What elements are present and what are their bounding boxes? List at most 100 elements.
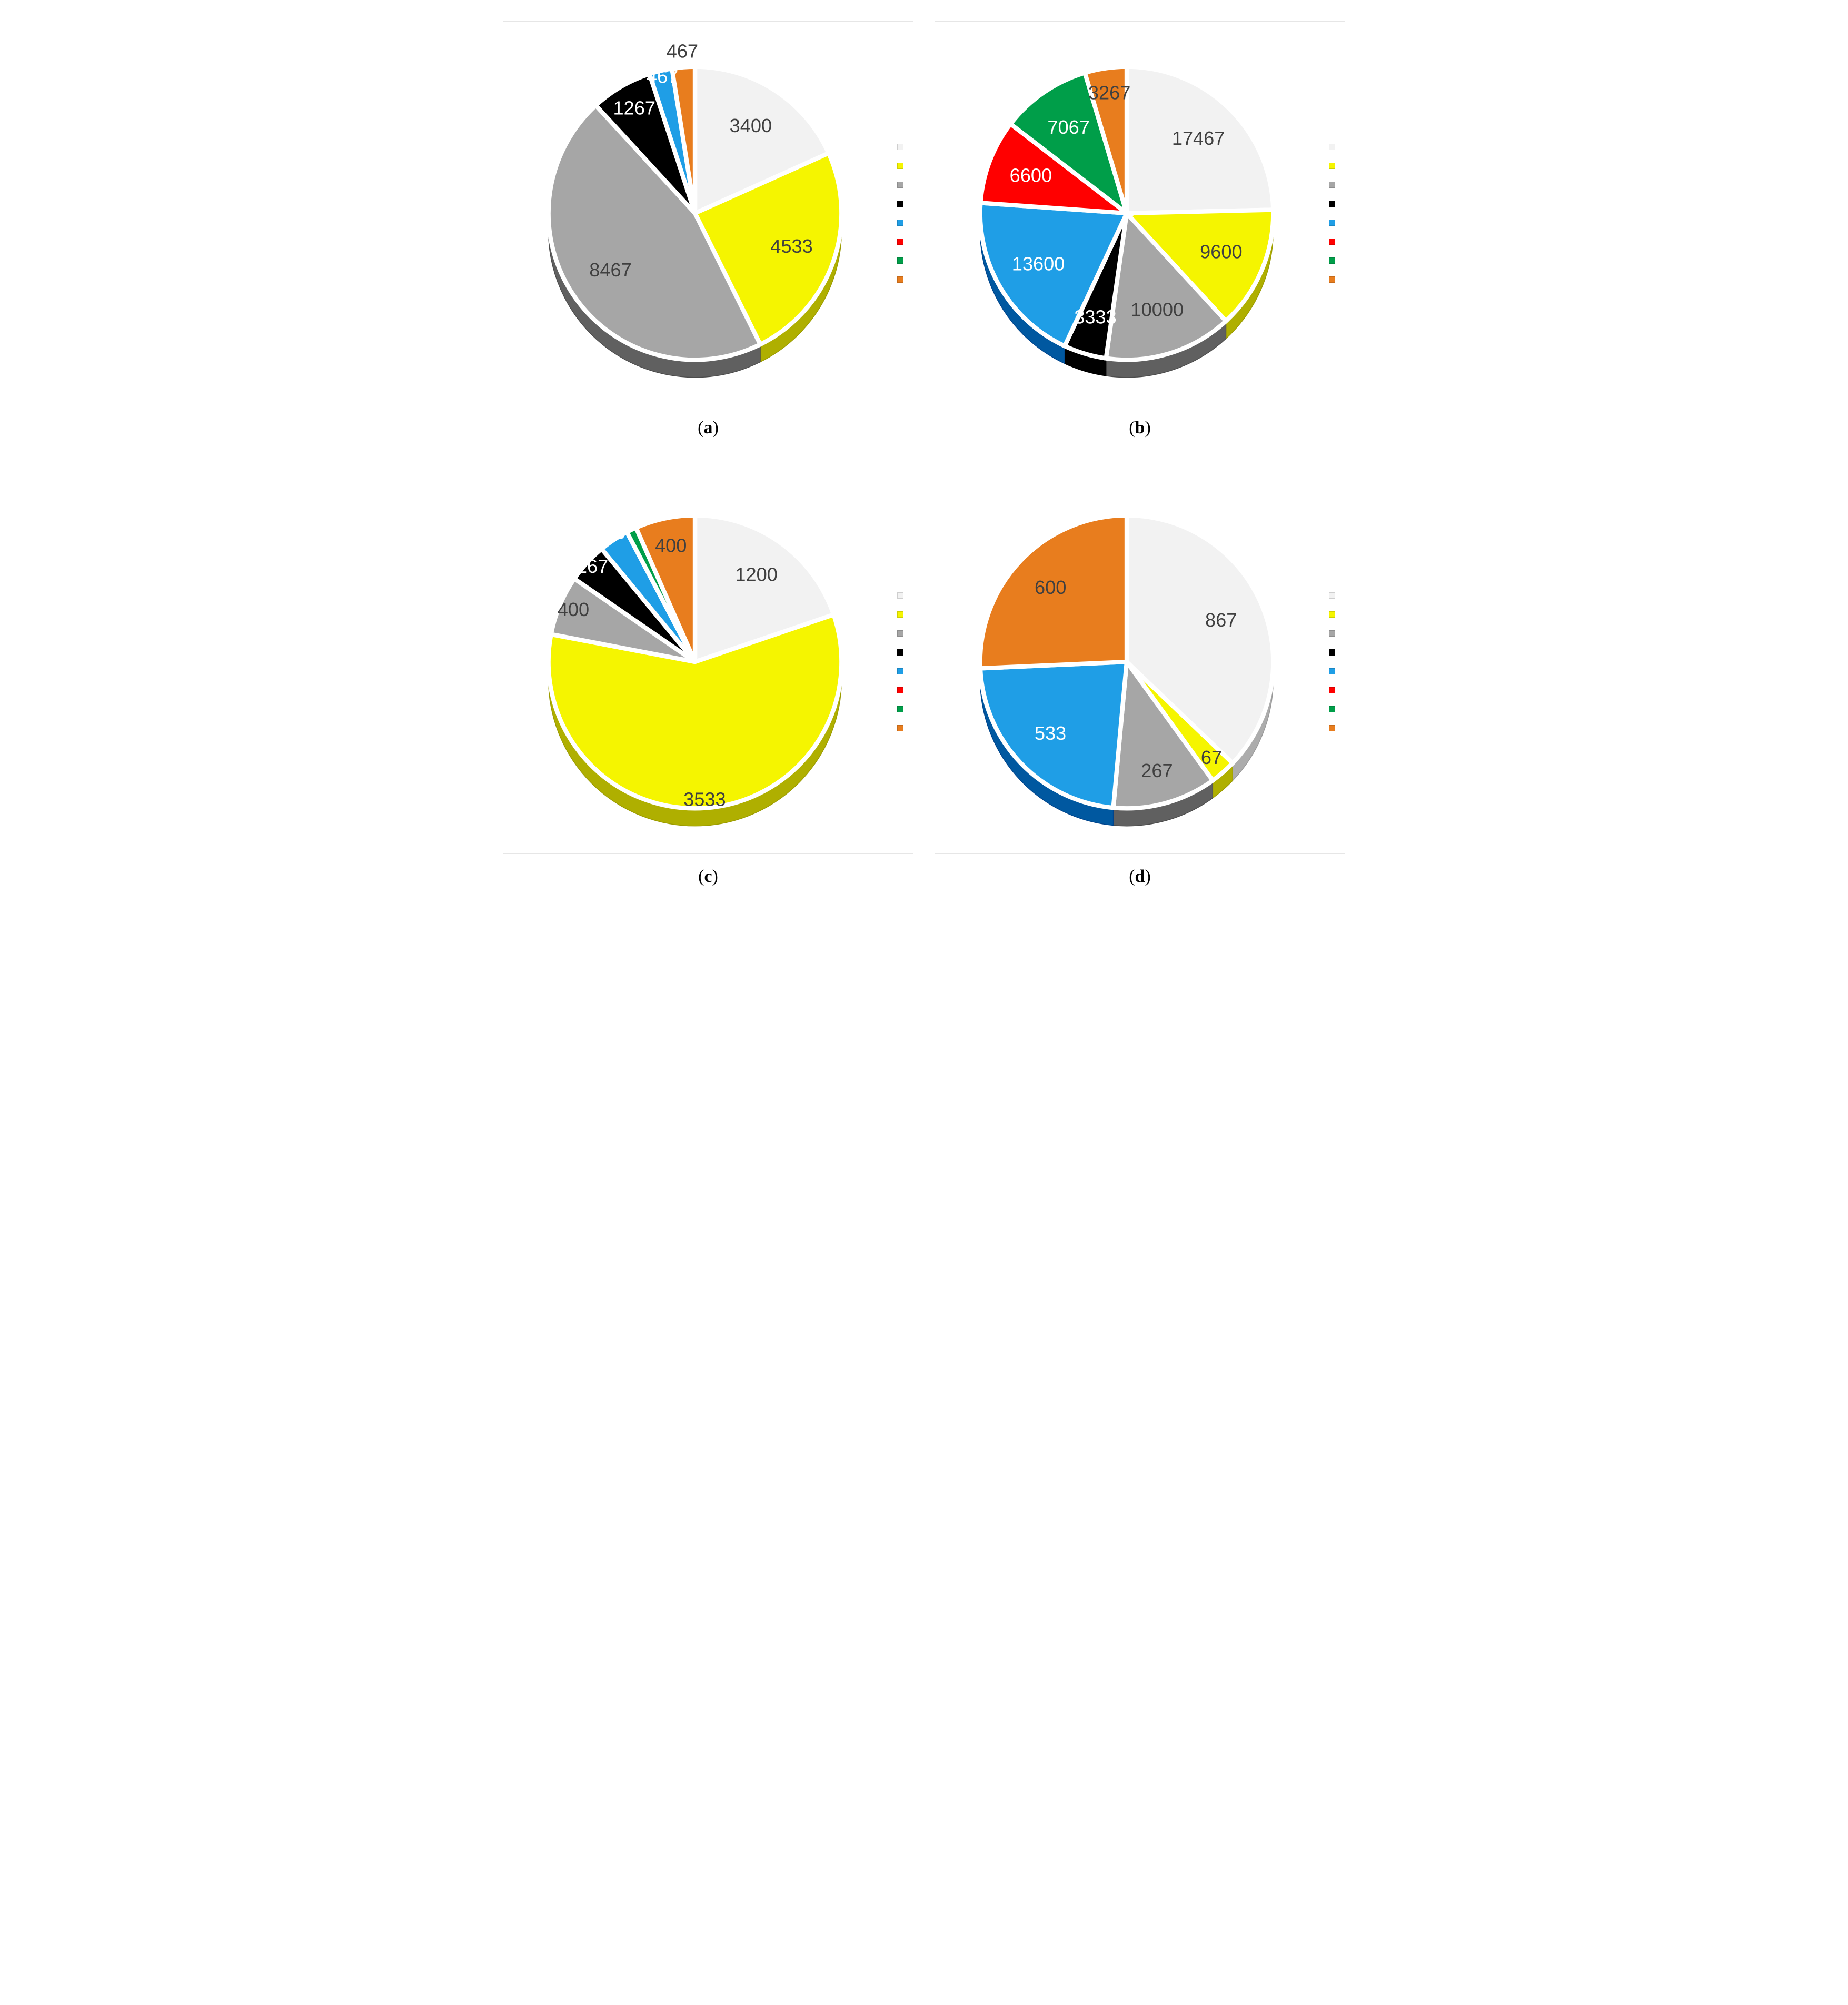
caption-paren-close: ) xyxy=(713,418,719,438)
legend-item xyxy=(1329,649,1335,656)
slice-label: 533 xyxy=(1035,722,1066,744)
legend-item xyxy=(1329,630,1335,637)
legend-swatch xyxy=(897,668,903,674)
pie-b: 17467 9600 10000 3333 13600 6600 7067 3267 xyxy=(951,37,1303,389)
slice-label: 17467 xyxy=(1172,127,1225,149)
legend-swatch xyxy=(897,163,903,169)
slice-label: 13600 xyxy=(1012,253,1065,274)
slice-label: 267 xyxy=(1141,760,1173,781)
caption-paren-close: ) xyxy=(712,867,718,886)
legend-swatch xyxy=(1329,239,1335,245)
legend-item xyxy=(897,706,903,712)
slice-label: 3400 xyxy=(730,115,772,136)
legend-swatch xyxy=(897,611,903,618)
legend-item xyxy=(1329,163,1335,169)
slice-label: 600 xyxy=(1035,577,1066,598)
legend-swatch xyxy=(1329,257,1335,264)
chart-frame-a: 3400453384671267467467 xyxy=(503,21,913,405)
chart-frame-c: 1200353340026720067400 xyxy=(503,470,913,854)
legend-item xyxy=(1329,668,1335,674)
chart-frame-b: 17467 9600 10000 3333 13600 6600 7067 3267 xyxy=(935,21,1345,405)
slice-label: 400 xyxy=(655,535,687,557)
caption-a: (a) xyxy=(698,418,719,438)
legend-swatch xyxy=(1329,649,1335,656)
legend-item xyxy=(1329,706,1335,712)
caption-paren-close: ) xyxy=(1145,867,1150,886)
caption-paren-open: ( xyxy=(1129,867,1135,886)
legend-swatch xyxy=(897,201,903,207)
legend-item xyxy=(897,257,903,264)
legend-item xyxy=(897,725,903,731)
legend-item xyxy=(1329,144,1335,150)
pie-svg-a: 3400453384671267467467 xyxy=(519,37,871,389)
legend-item xyxy=(1329,725,1335,731)
pie-c: 1200353340026720067400 xyxy=(519,486,871,838)
caption-b: (b) xyxy=(1129,418,1151,438)
legend-swatch xyxy=(897,144,903,150)
legend-item xyxy=(1329,687,1335,693)
legend-item xyxy=(897,182,903,188)
slice-label: 10000 xyxy=(1130,299,1184,321)
caption-c: (c) xyxy=(698,867,718,887)
legend-item xyxy=(897,649,903,656)
legend-item xyxy=(1329,201,1335,207)
legend-item xyxy=(897,611,903,618)
legend-d xyxy=(1329,592,1335,731)
caption-paren-open: ( xyxy=(698,418,703,438)
legend-swatch xyxy=(1329,668,1335,674)
slice-label: 400 xyxy=(558,599,589,620)
legend-item xyxy=(897,687,903,693)
slice-label: 467 xyxy=(647,66,678,87)
legend-b xyxy=(1329,144,1335,283)
legend-item xyxy=(1329,611,1335,618)
pie-svg-b: 17467 9600 10000 3333 13600 6600 7067 3267 xyxy=(951,37,1303,389)
caption-paren-open: ( xyxy=(698,867,704,886)
slice-label: 267 xyxy=(577,555,608,577)
slice-label: 4533 xyxy=(770,235,812,257)
slice-label: 67 xyxy=(1201,747,1222,768)
panel-c: 1200353340026720067400 (c) xyxy=(503,470,913,887)
legend-swatch xyxy=(897,239,903,245)
panel-b: 17467 9600 10000 3333 13600 6600 7067 3267 (b) xyxy=(935,21,1345,438)
slice-label: 3267 xyxy=(1088,82,1130,104)
legend-a xyxy=(897,144,903,283)
panel-d: 86767267533600 (d) xyxy=(935,470,1345,887)
slice-label: 6600 xyxy=(1010,164,1052,186)
slice-label: 867 xyxy=(1205,609,1237,631)
legend-swatch xyxy=(1329,163,1335,169)
legend-swatch xyxy=(1329,687,1335,693)
slice-label: 9600 xyxy=(1200,241,1242,263)
legend-swatch xyxy=(1329,725,1335,731)
legend-swatch xyxy=(1329,630,1335,637)
slice-label: 67 xyxy=(614,504,635,526)
legend-item xyxy=(897,592,903,599)
legend-swatch xyxy=(1329,220,1335,226)
legend-item xyxy=(897,239,903,245)
legend-item xyxy=(1329,182,1335,188)
legend-swatch xyxy=(1329,276,1335,283)
slice-label: 3333 xyxy=(1074,306,1116,328)
chart-grid: 3400453384671267467467 (a) 1746796001000… xyxy=(503,21,1345,887)
pie-d: 867 67 267 533 600 xyxy=(951,486,1303,838)
slice-label: 7067 xyxy=(1047,116,1089,138)
panel-a: 3400453384671267467467 (a) xyxy=(503,21,913,438)
slice-label: 467 xyxy=(667,40,698,62)
slice-label: 1267 xyxy=(613,97,655,119)
pie-svg-c: 1200353340026720067400 xyxy=(519,486,871,838)
legend-item xyxy=(897,144,903,150)
slice-label: 1200 xyxy=(735,564,777,585)
legend-item xyxy=(897,276,903,283)
legend-swatch xyxy=(1329,144,1335,150)
legend-swatch xyxy=(1329,201,1335,207)
legend-item xyxy=(1329,592,1335,599)
legend-swatch xyxy=(1329,611,1335,618)
legend-item xyxy=(1329,276,1335,283)
slice-label: 3533 xyxy=(683,788,726,810)
caption-letter-c: c xyxy=(704,867,712,886)
legend-item xyxy=(897,668,903,674)
legend-swatch xyxy=(897,257,903,264)
chart-frame-d: 867 67 267 533 600 xyxy=(935,470,1345,854)
legend-swatch xyxy=(897,725,903,731)
legend-swatch xyxy=(1329,182,1335,188)
legend-item xyxy=(897,630,903,637)
